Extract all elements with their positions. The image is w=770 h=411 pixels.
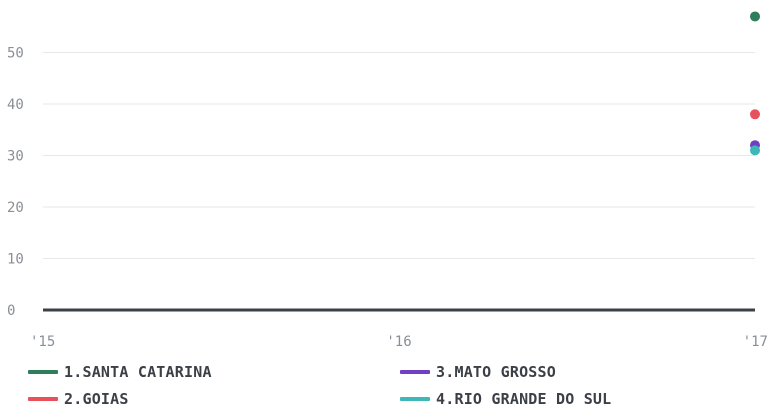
y-axis-ticks: 0 10 20 30 40 50 — [7, 46, 24, 320]
x-tick-label: '16 — [386, 334, 411, 350]
legend-swatch — [28, 397, 58, 401]
grid-lines — [43, 52, 755, 259]
legend-label: 4.RIO GRANDE DO SUL — [436, 390, 612, 408]
y-tick-label: 0 — [7, 303, 15, 319]
y-tick-label: 40 — [7, 97, 24, 113]
legend-item-3[interactable]: 3.MATO GROSSO — [400, 360, 556, 384]
y-tick-label: 50 — [7, 46, 24, 62]
legend-label: 1.SANTA CATARINA — [64, 363, 212, 381]
legend-item-2[interactable]: 2.GOIAS — [28, 387, 129, 411]
data-point[interactable] — [750, 11, 760, 22]
legend-swatch — [400, 370, 430, 374]
legend-item-4[interactable]: 4.RIO GRANDE DO SUL — [400, 387, 611, 411]
legend-label: 2.GOIAS — [64, 390, 129, 408]
y-tick-label: 10 — [7, 252, 24, 268]
legend-swatch — [28, 370, 58, 374]
y-tick-label: 20 — [7, 200, 24, 216]
data-point[interactable] — [750, 145, 760, 156]
x-tick-label: '15 — [30, 334, 55, 350]
legend-swatch — [400, 397, 430, 401]
legend-item-1[interactable]: 1.SANTA CATARINA — [28, 360, 212, 384]
y-tick-label: 30 — [7, 149, 24, 165]
scatter-chart: 0 10 20 30 40 50 '15 '16 '17 — [7, 11, 768, 350]
data-points — [750, 11, 760, 156]
data-point[interactable] — [750, 109, 760, 120]
legend-label: 3.MATO GROSSO — [436, 363, 556, 381]
x-tick-label: '17 — [743, 334, 768, 350]
x-axis-ticks: '15 '16 '17 — [30, 334, 768, 350]
